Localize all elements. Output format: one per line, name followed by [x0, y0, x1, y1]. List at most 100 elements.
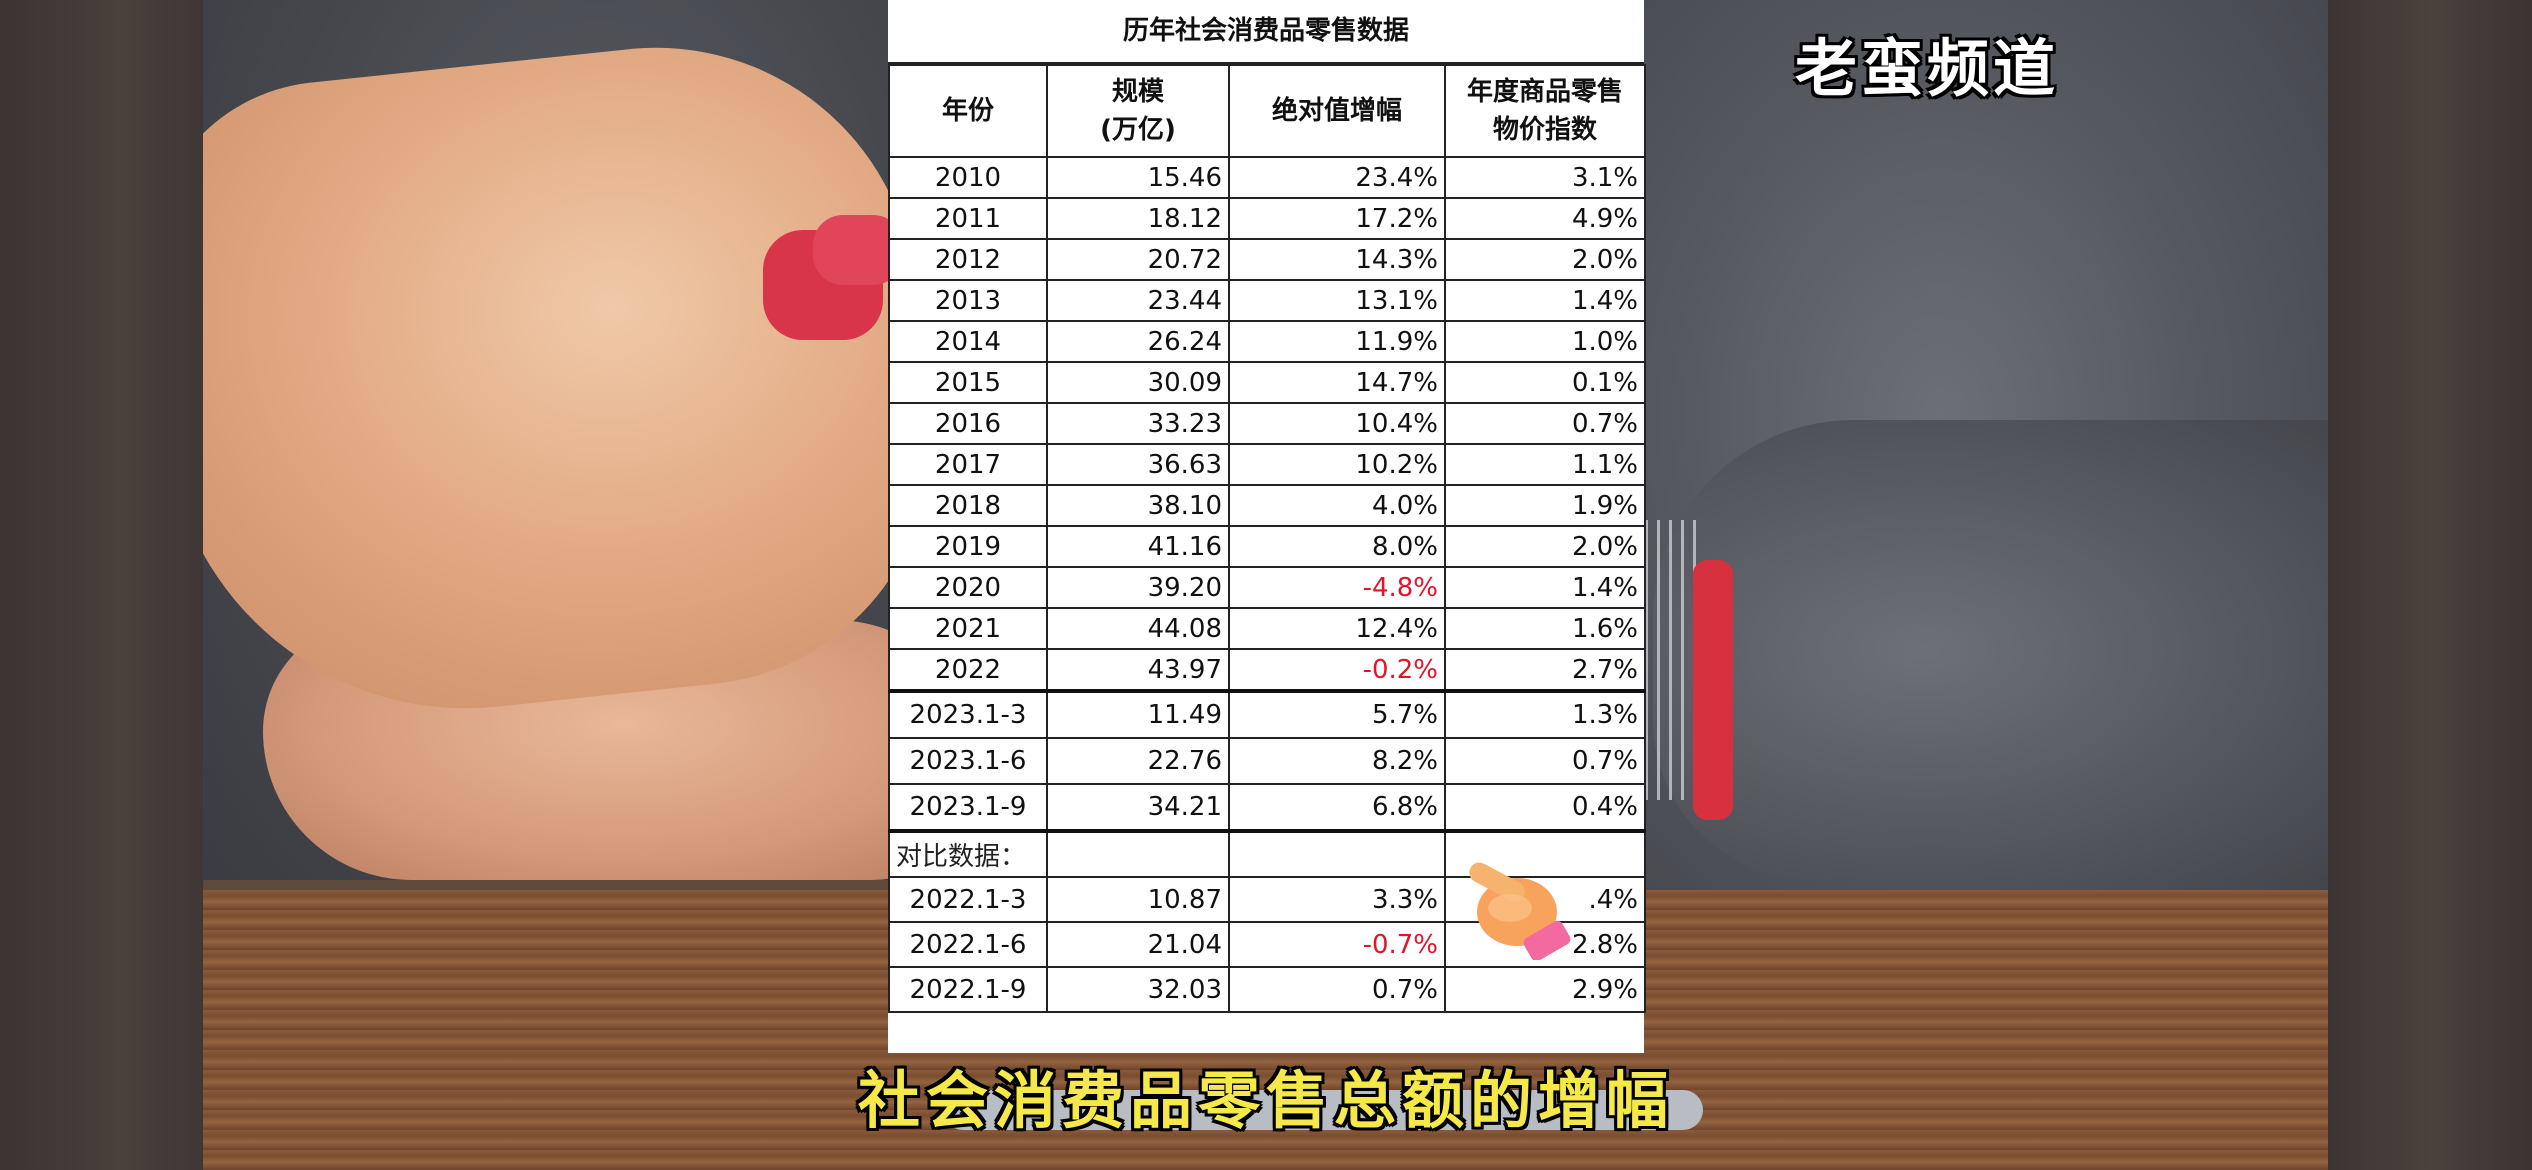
cell-year: 2012 [888, 238, 1048, 281]
table-row: 2023.1-3 11.49 5.7% 1.3% [888, 689, 1646, 739]
cell-cpi: 1.3% [1444, 689, 1646, 739]
cell-year: 2017 [888, 443, 1048, 486]
cell-scale: 43.97 [1046, 648, 1230, 692]
cell-scale: 38.10 [1046, 484, 1230, 527]
compare-label: 对比数据： [888, 829, 1048, 878]
cell-growth: 8.2% [1228, 737, 1446, 785]
blurred-side-right [2328, 0, 2532, 1170]
cell-scale: 33.23 [1046, 402, 1230, 445]
table-row: 2022 43.97 -0.2% 2.7% [888, 648, 1646, 692]
cell-year: 2023.1-6 [888, 737, 1048, 785]
cell-growth: 17.2% [1228, 197, 1446, 240]
table-row: 2011 18.12 17.2% 4.9% [888, 197, 1646, 240]
cell-scale: 26.24 [1046, 320, 1230, 363]
retail-data-table: 历年社会消费品零售数据 年份 规模 (万亿) 绝对值增幅 年度商品零售 物价指数 [888, 0, 1646, 1053]
cell-growth: -4.8% [1228, 566, 1446, 609]
data-grid: 年份 规模 (万亿) 绝对值增幅 年度商品零售 物价指数 2010 15.46 23… [888, 64, 1646, 1013]
cell-cpi: 1.9% [1444, 484, 1646, 527]
cell-growth: -0.7% [1228, 921, 1446, 968]
table-row: 2020 39.20 -4.8% 1.4% [888, 566, 1646, 609]
cell-cpi: 0.7% [1444, 737, 1646, 785]
cart-red-bumper [1693, 560, 1733, 820]
cell-year: 2023.1-9 [888, 783, 1048, 832]
cell-cpi: 1.6% [1444, 607, 1646, 650]
cell-cpi: 2.0% [1444, 238, 1646, 281]
cell-year: 2016 [888, 402, 1048, 445]
table-row: 2016 33.23 10.4% 0.7% [888, 402, 1646, 445]
cell-year: 2010 [888, 156, 1048, 199]
table-row: 2014 26.24 11.9% 1.0% [888, 320, 1646, 363]
cell-year: 2020 [888, 566, 1048, 609]
cell-year: 2013 [888, 279, 1048, 322]
cell-cpi: 2.9% [1444, 966, 1646, 1013]
cart-base [943, 1090, 1703, 1130]
cell-year: 2022.1-9 [888, 966, 1048, 1013]
table-row: 2012 20.72 14.3% 2.0% [888, 238, 1646, 281]
cell-growth: 8.0% [1228, 525, 1446, 568]
table-row: 2017 36.63 10.2% 1.1% [888, 443, 1646, 486]
pointing-hand-icon [1469, 862, 1571, 960]
table-row: 2022.1-9 32.03 0.7% 2.9% [888, 966, 1646, 1013]
cell-scale: 18.12 [1046, 197, 1230, 240]
cell-growth: 12.4% [1228, 607, 1446, 650]
header-cpi: 年度商品零售 物价指数 [1444, 64, 1646, 158]
cell-scale: 21.04 [1046, 921, 1230, 968]
cell-year: 2018 [888, 484, 1048, 527]
cell-year: 2014 [888, 320, 1048, 363]
compare-label-row: 对比数据： [888, 829, 1646, 878]
table-row: 2023.1-6 22.76 8.2% 0.7% [888, 737, 1646, 785]
header-cpi-line1: 年度商品零售 [1466, 77, 1623, 107]
cell-year: 2011 [888, 197, 1048, 240]
table-row: 2018 38.10 4.0% 1.9% [888, 484, 1646, 527]
cell-cpi: 4.9% [1444, 197, 1646, 240]
cell-year: 2021 [888, 607, 1048, 650]
blank-cell [1228, 829, 1446, 878]
cell-cpi: 0.7% [1444, 402, 1646, 445]
cell-growth: 5.7% [1228, 689, 1446, 739]
cell-growth: 4.0% [1228, 484, 1446, 527]
cell-growth: -0.2% [1228, 648, 1446, 692]
cell-scale: 34.21 [1046, 783, 1230, 832]
cell-scale: 30.09 [1046, 361, 1230, 404]
cell-scale: 15.46 [1046, 156, 1230, 199]
cell-scale: 22.76 [1046, 737, 1230, 785]
holding-hand [203, 22, 955, 738]
cell-year: 2019 [888, 525, 1048, 568]
header-row: 年份 规模 (万亿) 绝对值增幅 年度商品零售 物价指数 [888, 64, 1646, 158]
cell-growth: 23.4% [1228, 156, 1446, 199]
table-row: 2015 30.09 14.7% 0.1% [888, 361, 1646, 404]
cell-cpi: 1.1% [1444, 443, 1646, 486]
cell-growth: 14.7% [1228, 361, 1446, 404]
header-scale-line2: (万亿) [1100, 115, 1176, 145]
sleeve-right [1653, 420, 2328, 880]
header-scale: 规模 (万亿) [1046, 64, 1230, 158]
cell-cpi: 1.4% [1444, 279, 1646, 322]
table-row: 2023.1-9 34.21 6.8% 0.4% [888, 783, 1646, 832]
table-row: 2022.1-6 21.04 -0.7% 2.8% [888, 921, 1646, 968]
cell-year: 2022.1-6 [888, 921, 1048, 968]
cell-scale: 20.72 [1046, 238, 1230, 281]
blurred-side-left [0, 0, 203, 1170]
header-year: 年份 [888, 64, 1048, 158]
cell-scale: 11.49 [1046, 689, 1230, 739]
table-title: 历年社会消费品零售数据 [888, 0, 1644, 64]
table-row: 2019 41.16 8.0% 2.0% [888, 525, 1646, 568]
cell-year: 2022 [888, 648, 1048, 692]
cell-scale: 44.08 [1046, 607, 1230, 650]
cell-scale: 10.87 [1046, 876, 1230, 923]
cell-growth: 10.4% [1228, 402, 1446, 445]
cell-cpi: 0.1% [1444, 361, 1646, 404]
cell-year: 2023.1-3 [888, 689, 1048, 739]
table-row: 2013 23.44 13.1% 1.4% [888, 279, 1646, 322]
cell-growth: 10.2% [1228, 443, 1446, 486]
header-cpi-line2: 物价指数 [1492, 115, 1597, 145]
table-row: 2010 15.46 23.4% 3.1% [888, 156, 1646, 199]
cell-scale: 39.20 [1046, 566, 1230, 609]
video-subtitle: 社会消费品零售总额的增幅 [857, 1064, 1674, 1137]
cell-year: 2022.1-3 [888, 876, 1048, 923]
table-row: 2021 44.08 12.4% 1.6% [888, 607, 1646, 650]
cell-cpi: 1.4% [1444, 566, 1646, 609]
cell-scale: 41.16 [1046, 525, 1230, 568]
cell-scale: 23.44 [1046, 279, 1230, 322]
